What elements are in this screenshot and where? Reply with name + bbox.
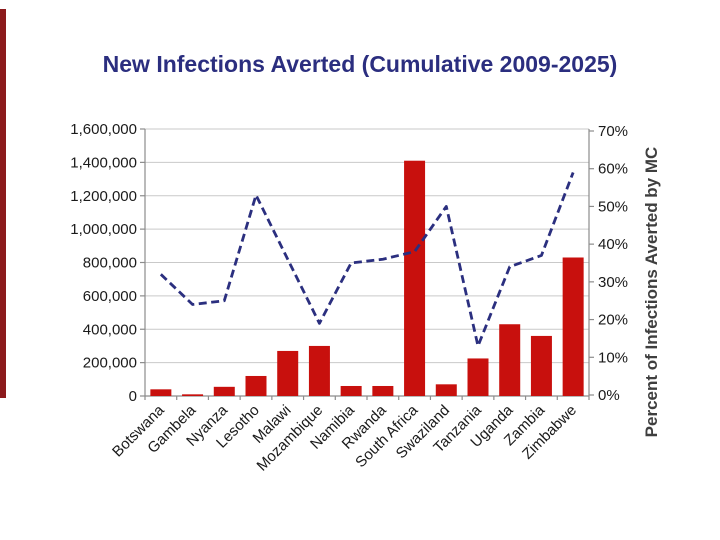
right-axis-tick-label: 20% [598, 312, 628, 329]
right-axis-tick-label: 30% [598, 274, 628, 291]
bar-nyanza [213, 386, 235, 396]
left-axis-tick-label: 600,000 [83, 288, 137, 305]
right-axis-tick-label: 50% [598, 198, 628, 215]
right-axis-title: Percent of Infections Averted by MC [642, 147, 661, 438]
left-axis-tick-label: 1,600,000 [70, 121, 137, 138]
chart-title: New Infections Averted (Cumulative 2009-… [102, 51, 618, 77]
right-axis-tick-label: 10% [598, 349, 628, 366]
left-axis-tick-label: 800,000 [83, 255, 137, 272]
left-axis-tick-label: 200,000 [83, 355, 137, 372]
left-axis-tick-label: 1,000,000 [70, 221, 137, 238]
bar-swaziland [435, 384, 457, 396]
bar-malawi [277, 350, 299, 396]
right-axis-tick-label: 70% [598, 123, 628, 140]
left-axis-tick-label: 1,200,000 [70, 188, 137, 205]
bar-rwanda [372, 385, 394, 396]
bar-zambia [530, 335, 552, 396]
bar-tanzania [467, 358, 489, 396]
left-axis-tick-label: 0 [129, 388, 137, 405]
bar-mozambique [308, 345, 330, 396]
bar-botswana [150, 389, 172, 396]
bar-zimbabwe [562, 257, 584, 396]
slide-left-accent-stripe [0, 9, 6, 398]
right-axis-tick-label: 40% [598, 236, 628, 253]
right-axis-tick-label: 60% [598, 161, 628, 178]
left-axis-tick-label: 400,000 [83, 321, 137, 338]
bar-uganda [499, 324, 521, 396]
left-axis-tick-label: 1,400,000 [70, 154, 137, 171]
trend-line [159, 171, 575, 348]
bar-gambela [182, 394, 204, 396]
bar-namibia [340, 385, 362, 396]
bar-lesotho [245, 375, 267, 396]
bar-south-africa [404, 160, 426, 396]
right-axis-tick-label: 0% [598, 387, 620, 404]
